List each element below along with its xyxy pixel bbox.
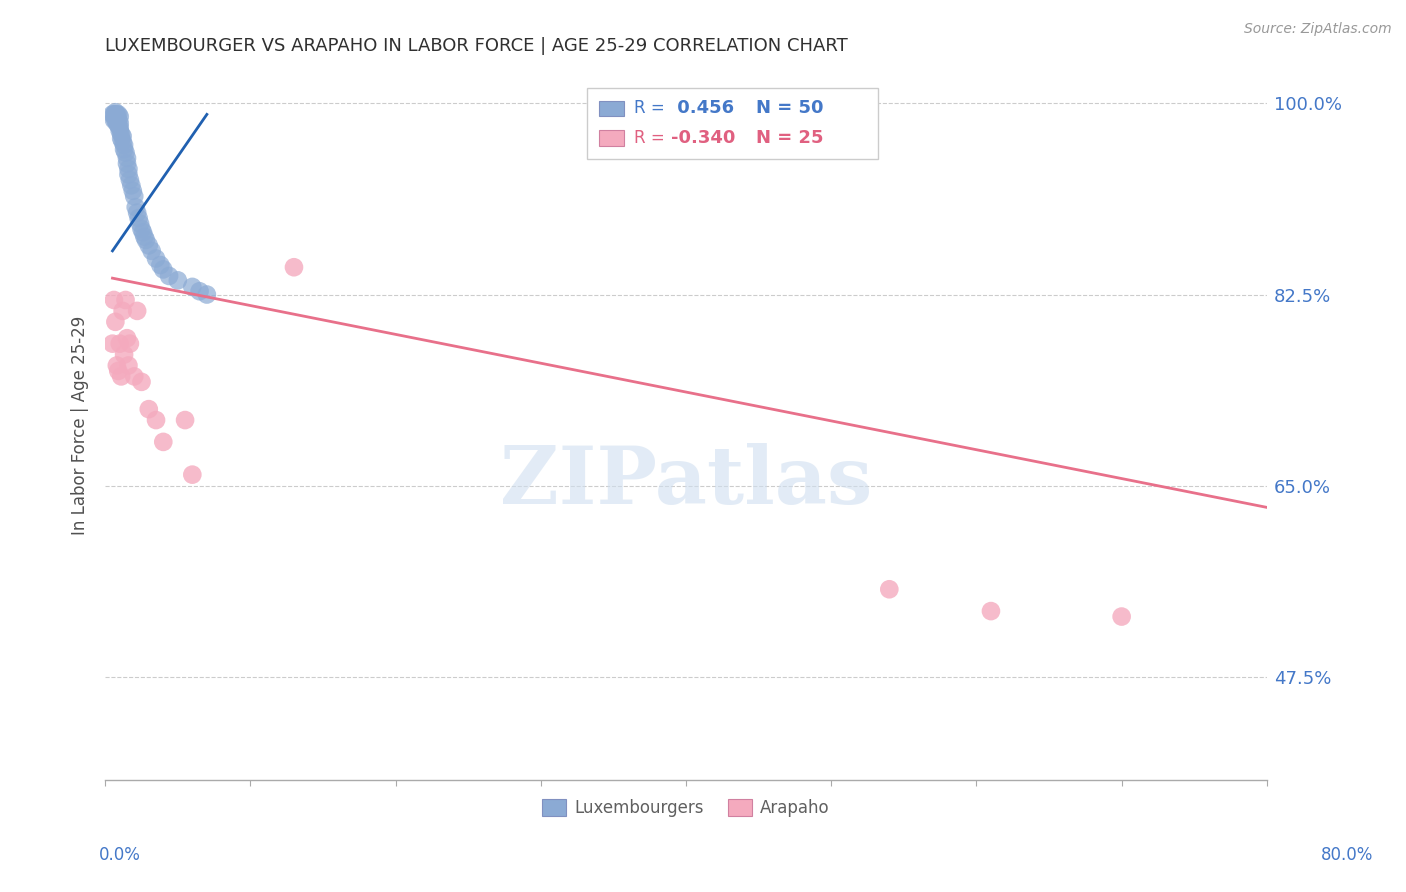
- Point: [114, 293, 136, 307]
- Point: [132, 225, 155, 239]
- Point: [107, 107, 129, 121]
- Point: [166, 273, 188, 287]
- Point: [122, 189, 145, 203]
- Point: [108, 336, 131, 351]
- Point: [115, 331, 138, 345]
- Point: [141, 244, 163, 258]
- Point: [181, 467, 204, 482]
- Point: [107, 364, 129, 378]
- Point: [108, 120, 131, 135]
- Point: [103, 112, 125, 127]
- Point: [152, 262, 174, 277]
- Point: [115, 156, 138, 170]
- Text: R =: R =: [634, 129, 669, 147]
- Point: [110, 127, 132, 141]
- Point: [120, 178, 142, 193]
- Bar: [599, 130, 624, 146]
- Point: [118, 173, 141, 187]
- Point: [145, 413, 167, 427]
- Point: [111, 135, 134, 149]
- Text: ZIPatlas: ZIPatlas: [501, 443, 872, 521]
- Legend: Luxembourgers, Arapaho: Luxembourgers, Arapaho: [534, 790, 838, 825]
- FancyBboxPatch shape: [588, 88, 877, 160]
- Point: [195, 287, 218, 301]
- Text: -0.340: -0.340: [671, 129, 735, 147]
- Point: [105, 116, 128, 130]
- Point: [127, 205, 149, 219]
- Point: [121, 184, 143, 198]
- Point: [101, 336, 124, 351]
- Text: LUXEMBOURGER VS ARAPAHO IN LABOR FORCE | AGE 25-29 CORRELATION CHART: LUXEMBOURGER VS ARAPAHO IN LABOR FORCE |…: [105, 37, 848, 55]
- Text: N = 25: N = 25: [756, 129, 824, 147]
- Point: [125, 200, 148, 214]
- Point: [112, 138, 135, 153]
- Point: [101, 107, 124, 121]
- Point: [283, 260, 305, 275]
- Point: [115, 151, 138, 165]
- Point: [104, 315, 127, 329]
- Point: [112, 142, 135, 156]
- Text: 80.0%: 80.0%: [1320, 846, 1374, 863]
- Point: [117, 161, 139, 176]
- Point: [152, 434, 174, 449]
- Point: [111, 129, 134, 144]
- Point: [134, 229, 156, 244]
- Point: [117, 168, 139, 182]
- Point: [104, 112, 127, 127]
- Point: [108, 110, 131, 124]
- Point: [105, 107, 128, 121]
- Point: [104, 107, 127, 121]
- Point: [107, 118, 129, 132]
- Point: [107, 112, 129, 127]
- Point: [117, 359, 139, 373]
- Text: 0.0%: 0.0%: [98, 846, 141, 863]
- Point: [157, 268, 180, 283]
- Point: [1111, 609, 1133, 624]
- Point: [104, 110, 127, 124]
- Point: [105, 359, 128, 373]
- Point: [131, 222, 153, 236]
- Point: [145, 252, 167, 266]
- Point: [104, 105, 127, 120]
- Point: [105, 111, 128, 125]
- Point: [174, 413, 197, 427]
- Point: [138, 238, 160, 252]
- Point: [980, 604, 1002, 618]
- Bar: [599, 101, 624, 116]
- Point: [108, 116, 131, 130]
- Point: [118, 336, 141, 351]
- Point: [103, 107, 125, 121]
- Point: [108, 124, 131, 138]
- Point: [138, 402, 160, 417]
- Text: R =: R =: [634, 99, 669, 118]
- Point: [181, 280, 204, 294]
- Point: [135, 233, 157, 247]
- Point: [111, 304, 134, 318]
- Point: [122, 369, 145, 384]
- Point: [129, 217, 152, 231]
- Text: Source: ZipAtlas.com: Source: ZipAtlas.com: [1244, 22, 1392, 37]
- Point: [110, 131, 132, 145]
- Point: [128, 211, 150, 226]
- Point: [112, 347, 135, 361]
- Point: [110, 369, 132, 384]
- Point: [131, 375, 153, 389]
- Point: [103, 293, 125, 307]
- Point: [127, 304, 149, 318]
- Point: [879, 582, 901, 597]
- Y-axis label: In Labor Force | Age 25-29: In Labor Force | Age 25-29: [72, 316, 89, 535]
- Point: [188, 285, 211, 299]
- Point: [114, 145, 136, 160]
- Text: 0.456: 0.456: [671, 99, 734, 118]
- Point: [149, 258, 172, 272]
- Text: N = 50: N = 50: [756, 99, 824, 118]
